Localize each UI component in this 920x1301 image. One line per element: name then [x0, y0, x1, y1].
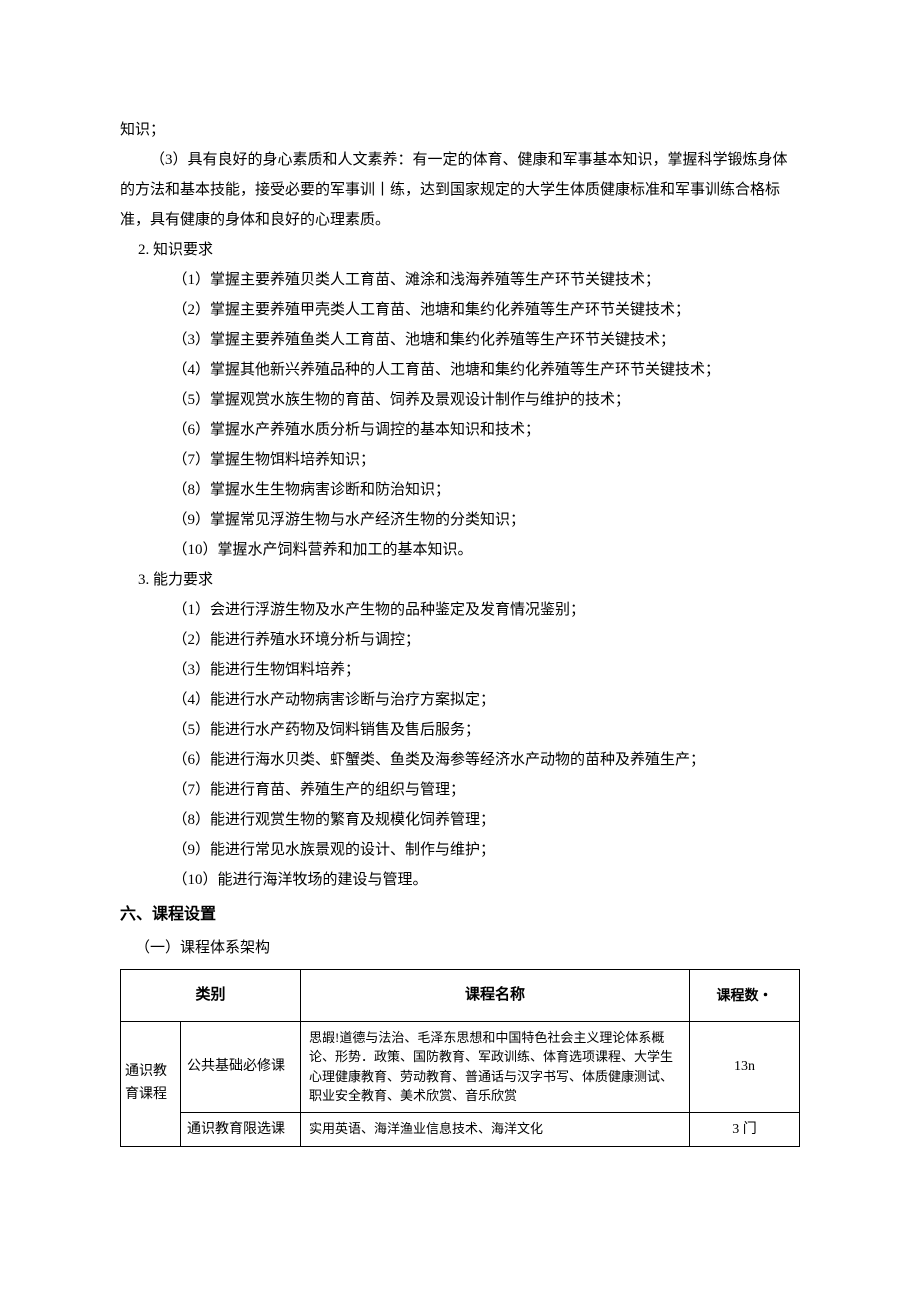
cell-course-name: 思嘏!道德与法治、毛泽东思想和中国特色社会主义理论体系概论、形势．政策、国防教育… — [301, 1021, 690, 1112]
header-category: 类别 — [121, 970, 301, 1022]
knowledge-item: （9）掌握常见浮游生物与水产经济生物的分类知识； — [120, 505, 800, 535]
knowledge-item: （1）掌握主要养殖贝类人工育苗、滩涂和浅海养殖等生产环节关键技术； — [120, 265, 800, 295]
intro-item-3: （3）具有良好的身心素质和人文素养：有一定的体育、健康和军事基本知识，掌握科学锻… — [120, 145, 800, 235]
ability-heading: 3. 能力要求 — [138, 565, 800, 595]
table-row: 通识教育限选课 实用英语、海洋渔业信息技术、海洋文化 3 门 — [121, 1112, 800, 1146]
cell-course-count: 13n — [690, 1021, 800, 1112]
header-course-count: 课程数・ — [690, 970, 800, 1022]
ability-item: （6）能进行海水贝类、虾蟹类、鱼类及海参等经济水产动物的苗种及养殖生产； — [120, 745, 800, 775]
knowledge-heading: 2. 知识要求 — [138, 235, 800, 265]
cell-category: 通识教育课程 — [121, 1021, 181, 1146]
knowledge-item: （7）掌握生物饵料培养知识； — [120, 445, 800, 475]
ability-item: （2）能进行养殖水环境分析与调控； — [120, 625, 800, 655]
knowledge-item: （8）掌握水生生物病害诊断和防治知识； — [120, 475, 800, 505]
ability-item: （1）会进行浮游生物及水产生物的品种鉴定及发育情况鉴别； — [120, 595, 800, 625]
knowledge-item: （5）掌握观赏水族生物的育苗、饲养及景观设计制作与维护的技术； — [120, 385, 800, 415]
cell-course-name: 实用英语、海洋渔业信息技术、海洋文化 — [301, 1112, 690, 1146]
knowledge-item: （2）掌握主要养殖甲壳类人工育苗、池塘和集约化养殖等生产环节关键技术； — [120, 295, 800, 325]
ability-item: （7）能进行育苗、养殖生产的组织与管理； — [120, 775, 800, 805]
ability-item: （4）能进行水产动物病害诊断与治疗方案拟定； — [120, 685, 800, 715]
header-course-name: 课程名称 — [301, 970, 690, 1022]
ability-item: （8）能进行观赏生物的繁育及规模化饲养管理； — [120, 805, 800, 835]
ability-item: （10）能进行海洋牧场的建设与管理。 — [120, 865, 800, 895]
table-header-row: 类别 课程名称 课程数・ — [121, 970, 800, 1022]
ability-item: （3）能进行生物饵料培养； — [120, 655, 800, 685]
knowledge-item: （4）掌握其他新兴养殖品种的人工育苗、池塘和集约化养殖等生产环节关键技术； — [120, 355, 800, 385]
cell-subcategory: 通识教育限选课 — [181, 1112, 301, 1146]
knowledge-item: （6）掌握水产养殖水质分析与调控的基本知识和技术； — [120, 415, 800, 445]
cell-course-count: 3 门 — [690, 1112, 800, 1146]
ability-item: （5）能进行水产药物及饲料销售及售后服务； — [120, 715, 800, 745]
knowledge-item: （10）掌握水产饲料营养和加工的基本知识。 — [120, 535, 800, 565]
table-row: 通识教育课程 公共基础必修课 思嘏!道德与法治、毛泽东思想和中国特色社会主义理论… — [121, 1021, 800, 1112]
course-table: 类别 课程名称 课程数・ 通识教育课程 公共基础必修课 思嘏!道德与法治、毛泽东… — [120, 969, 800, 1147]
cell-subcategory: 公共基础必修课 — [181, 1021, 301, 1112]
section-6-title: 六、课程设置 — [120, 899, 800, 931]
intro-fragment: 知识； — [120, 115, 800, 145]
ability-item: （9）能进行常见水族景观的设计、制作与维护； — [120, 835, 800, 865]
subsection-6-1: （一）课程体系架构 — [135, 933, 800, 963]
knowledge-item: （3）掌握主要养殖鱼类人工育苗、池塘和集约化养殖等生产环节关键技术； — [120, 325, 800, 355]
